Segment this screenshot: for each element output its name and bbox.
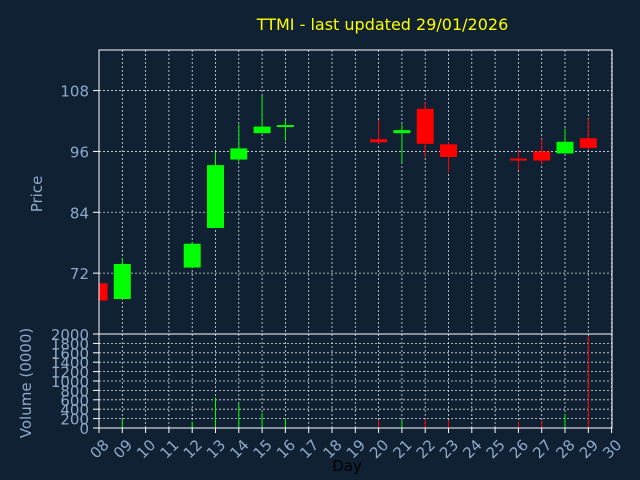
- candle-body-21: [393, 130, 411, 134]
- price-tick-label: 96: [70, 143, 89, 161]
- volume-tick-label: 0: [79, 420, 89, 438]
- candle-body-14: [230, 148, 248, 160]
- candle-22: [416, 102, 434, 158]
- candle-14: [230, 124, 248, 162]
- volume-tick-label: 1400: [51, 354, 89, 372]
- candle-body-08: [99, 283, 108, 301]
- volume-tick-label: 400: [60, 401, 89, 419]
- x-tick-label: 30: [599, 436, 625, 462]
- candle-body-22: [416, 108, 434, 144]
- price-grid: [99, 50, 612, 334]
- candle-26: [509, 150, 527, 171]
- candle-20: [370, 119, 388, 144]
- candle-body-28: [556, 141, 574, 154]
- volume-tick-label: 1600: [51, 345, 89, 363]
- candle-body-20: [370, 139, 388, 143]
- volume-tick-label: 2000: [51, 326, 89, 344]
- candle-08: [98, 280, 108, 301]
- x-axis-label: Day: [332, 457, 362, 475]
- volume-tick-label: 1800: [51, 335, 89, 353]
- price-tick-label: 108: [60, 83, 89, 101]
- volume-tick-label: 600: [60, 392, 89, 410]
- price-tick-label: 72: [70, 265, 89, 283]
- candle-23: [440, 142, 457, 173]
- volume-grid: [99, 334, 612, 428]
- candle-16: [276, 119, 294, 141]
- candle-body-12: [183, 243, 201, 268]
- candle-21: [393, 124, 411, 163]
- candle-body-23: [440, 144, 457, 158]
- price-ticks: 72 84 96 108: [60, 83, 99, 283]
- volume-tick-label: 200: [60, 411, 89, 429]
- candle-28: [556, 128, 574, 154]
- candle-body-09: [113, 264, 131, 300]
- candle-27: [533, 139, 551, 165]
- candle-body-13: [207, 165, 224, 229]
- price-tick-label: 84: [70, 204, 89, 222]
- candles: [98, 95, 597, 301]
- volume-tick-label: 1200: [51, 364, 89, 382]
- candle-body-29: [579, 138, 597, 148]
- candle-12: [183, 242, 201, 268]
- candle-body-16: [276, 125, 294, 128]
- volume-axis-label: Volume (0000): [17, 328, 35, 438]
- candle-29: [579, 118, 597, 150]
- candle-body-27: [533, 151, 551, 161]
- volume-tick-label: 800: [60, 382, 89, 400]
- price-axis-label: Price: [28, 176, 46, 213]
- volume-bars: [98, 335, 589, 428]
- candle-body-15: [253, 126, 271, 134]
- candle-09: [113, 257, 131, 300]
- candle-13: [207, 151, 224, 229]
- volume-tick-label: 1000: [51, 373, 89, 391]
- candle-15: [253, 95, 271, 134]
- chart-title: TTMI - last updated 29/01/2026: [256, 15, 509, 34]
- candle-body-26: [509, 158, 527, 161]
